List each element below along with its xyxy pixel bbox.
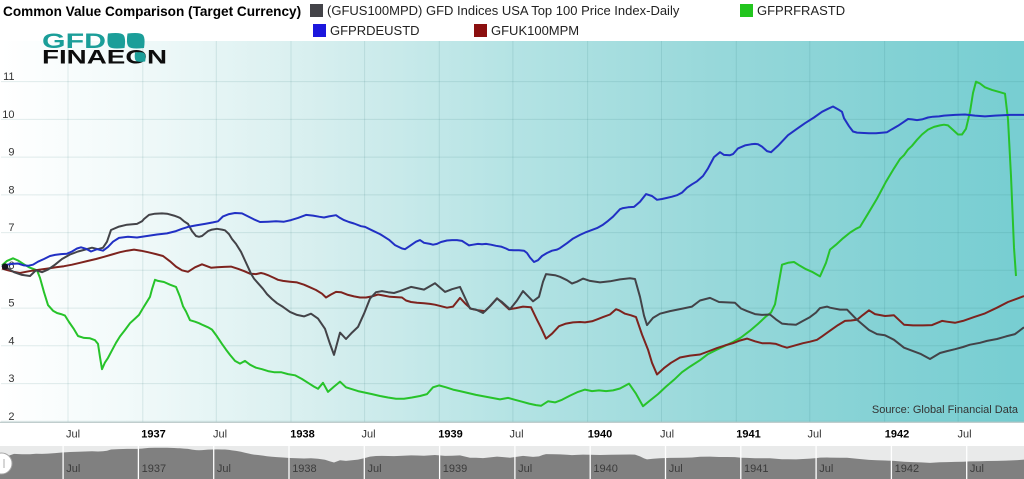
svg-text:9: 9	[8, 147, 14, 159]
svg-text:1937: 1937	[142, 463, 166, 475]
svg-text:1938: 1938	[290, 429, 314, 441]
svg-text:GFPRFRASTD: GFPRFRASTD	[757, 3, 845, 18]
svg-text:FINAEON: FINAEON	[42, 48, 167, 69]
svg-text:11: 11	[3, 71, 14, 83]
svg-text:10: 10	[2, 109, 14, 121]
svg-text:GFPRDEUSTD: GFPRDEUSTD	[330, 23, 420, 38]
svg-text:Jul: Jul	[66, 429, 80, 441]
svg-text:8: 8	[8, 184, 14, 196]
svg-text:Jul: Jul	[819, 463, 833, 475]
svg-text:1939: 1939	[443, 463, 467, 475]
svg-text:1939: 1939	[438, 429, 462, 441]
svg-text:1942: 1942	[895, 463, 919, 475]
svg-text:Jul: Jul	[669, 463, 683, 475]
svg-text:Common Value Comparison (Targe: Common Value Comparison (Target Currency…	[3, 4, 301, 19]
svg-text:Jul: Jul	[957, 429, 971, 441]
svg-text:7: 7	[8, 222, 14, 234]
svg-text:Jul: Jul	[518, 463, 532, 475]
svg-text:1941: 1941	[736, 429, 760, 441]
svg-text:Jul: Jul	[368, 463, 382, 475]
svg-text:Jul: Jul	[66, 463, 80, 475]
svg-text:(GFUS100MPD) GFD Indices USA T: (GFUS100MPD) GFD Indices USA Top 100 Pri…	[327, 3, 680, 18]
svg-text:Jul: Jul	[807, 429, 821, 441]
svg-text:1940: 1940	[588, 429, 612, 441]
svg-text:1941: 1941	[744, 463, 768, 475]
svg-text:GFUK100MPM: GFUK100MPM	[491, 23, 579, 38]
svg-text:6: 6	[8, 260, 14, 272]
svg-text:Jul: Jul	[970, 463, 984, 475]
svg-text:Jul: Jul	[213, 429, 227, 441]
svg-text:5: 5	[8, 298, 14, 310]
svg-text:Source: Global Financial Data: Source: Global Financial Data	[872, 404, 1019, 416]
svg-text:1942: 1942	[885, 429, 909, 441]
svg-text:Jul: Jul	[217, 463, 231, 475]
svg-text:1938: 1938	[292, 463, 316, 475]
svg-text:3: 3	[8, 373, 14, 385]
svg-text:4: 4	[8, 335, 14, 347]
svg-text:2: 2	[8, 411, 14, 423]
svg-text:Jul: Jul	[660, 429, 674, 441]
svg-text:GFD: GFD	[42, 30, 106, 53]
svg-text:1940: 1940	[593, 463, 617, 475]
svg-text:Jul: Jul	[509, 429, 523, 441]
svg-text:Jul: Jul	[361, 429, 375, 441]
svg-text:1937: 1937	[141, 429, 165, 441]
